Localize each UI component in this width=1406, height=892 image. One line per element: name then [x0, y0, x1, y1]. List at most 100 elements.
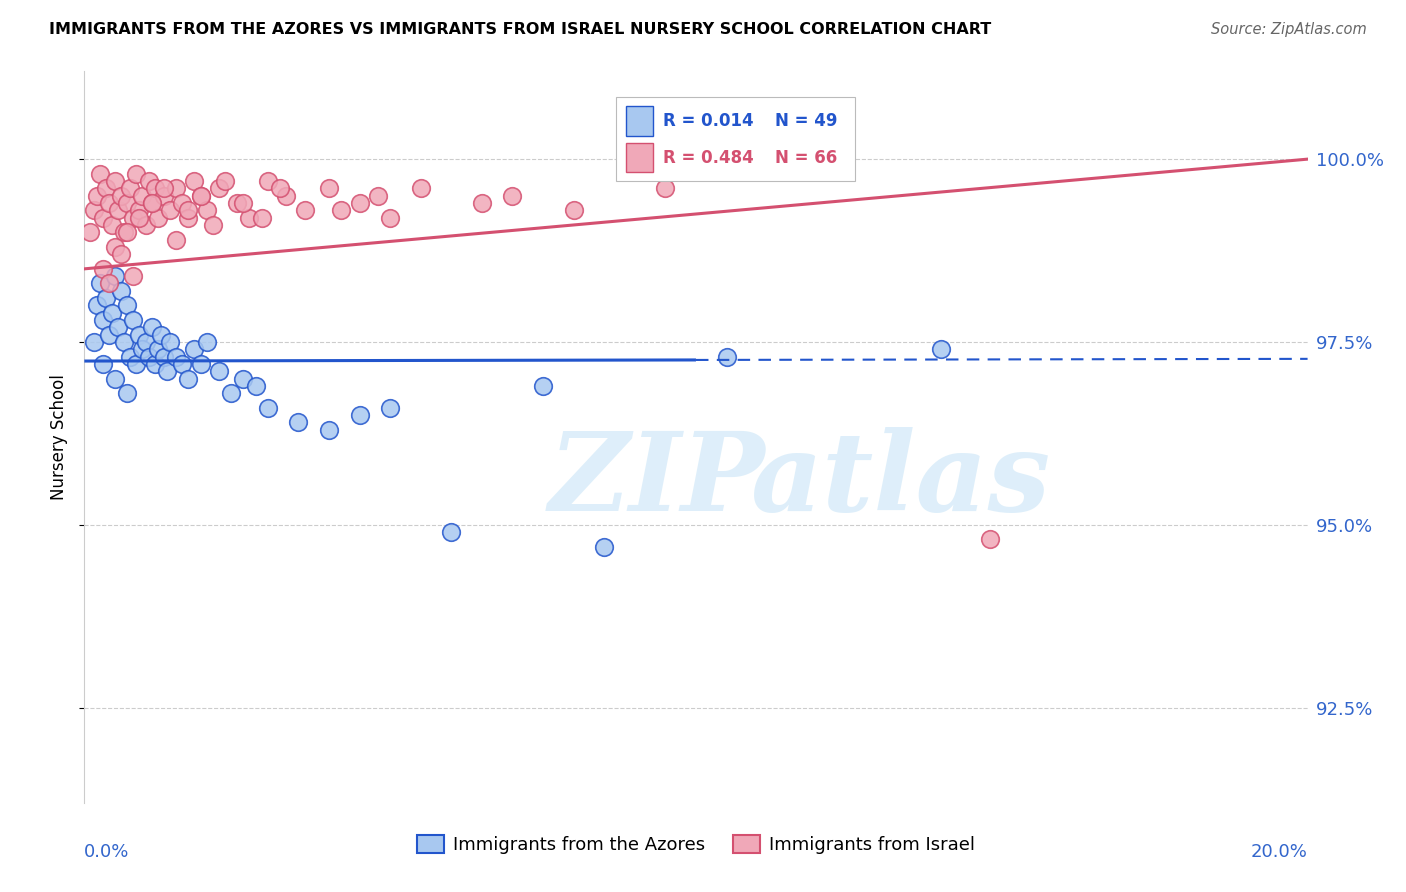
Point	[287, 416, 309, 430]
Point	[269, 181, 291, 195]
Point	[122, 313, 145, 327]
Text: Source: ZipAtlas.com: Source: ZipAtlas.com	[1211, 22, 1367, 37]
Text: R = 0.484: R = 0.484	[664, 149, 754, 167]
Point	[115, 298, 138, 312]
Point	[531, 379, 554, 393]
Point	[226, 196, 249, 211]
Point	[172, 196, 194, 211]
Text: N = 66: N = 66	[776, 149, 838, 167]
Point	[276, 188, 298, 202]
Point	[183, 343, 205, 357]
Text: ZIP: ZIP	[550, 427, 766, 534]
Point	[104, 269, 127, 284]
FancyBboxPatch shape	[616, 97, 855, 181]
Point	[94, 181, 117, 195]
Point	[146, 343, 169, 357]
Point	[131, 343, 153, 357]
Point	[562, 203, 585, 218]
Point	[97, 327, 120, 342]
Point	[89, 277, 111, 291]
Point	[97, 277, 120, 291]
Point	[929, 343, 952, 357]
Text: 20.0%: 20.0%	[1251, 843, 1308, 861]
Point	[153, 350, 176, 364]
Point	[104, 371, 127, 385]
Point	[138, 174, 160, 188]
Point	[104, 240, 127, 254]
Point	[128, 327, 150, 342]
Point	[471, 196, 494, 211]
Point	[141, 196, 163, 211]
Point	[195, 203, 218, 218]
Point	[257, 401, 280, 415]
Point	[86, 298, 108, 312]
Point	[141, 320, 163, 334]
Point	[250, 211, 273, 225]
Point	[183, 174, 205, 188]
Point	[318, 423, 340, 437]
Point	[115, 225, 138, 239]
Point	[294, 203, 316, 218]
Point	[149, 327, 172, 342]
Point	[135, 218, 157, 232]
Point	[110, 247, 132, 261]
Point	[440, 525, 463, 540]
Point	[91, 357, 114, 371]
Point	[91, 211, 114, 225]
Point	[776, 152, 799, 166]
Point	[172, 357, 194, 371]
Point	[153, 188, 176, 202]
Point	[156, 364, 179, 378]
Point	[349, 196, 371, 211]
Point	[177, 371, 200, 385]
Text: IMMIGRANTS FROM THE AZORES VS IMMIGRANTS FROM ISRAEL NURSERY SCHOOL CORRELATION : IMMIGRANTS FROM THE AZORES VS IMMIGRANTS…	[49, 22, 991, 37]
Point	[208, 364, 231, 378]
Point	[654, 181, 676, 195]
Point	[219, 386, 242, 401]
Point	[120, 350, 142, 364]
Point	[349, 408, 371, 422]
Point	[143, 357, 166, 371]
Point	[177, 211, 200, 225]
Point	[128, 203, 150, 218]
Point	[716, 350, 738, 364]
Point	[208, 181, 231, 195]
Point	[94, 291, 117, 305]
Point	[115, 386, 138, 401]
Point	[245, 379, 267, 393]
Point	[409, 181, 432, 195]
Point	[380, 401, 402, 415]
Point	[125, 357, 148, 371]
Point	[120, 181, 142, 195]
Text: 0.0%: 0.0%	[84, 843, 129, 861]
Point	[97, 196, 120, 211]
Point	[165, 350, 187, 364]
Point	[141, 196, 163, 211]
Point	[165, 181, 187, 195]
Point	[112, 334, 135, 349]
Point	[86, 188, 108, 202]
Point	[318, 181, 340, 195]
Point	[190, 357, 212, 371]
Point	[91, 261, 114, 276]
Point	[159, 203, 181, 218]
Point	[115, 196, 138, 211]
Point	[190, 188, 212, 202]
Bar	[626, 143, 654, 172]
Y-axis label: Nursery School: Nursery School	[51, 374, 69, 500]
Point	[979, 533, 1001, 547]
Point	[138, 350, 160, 364]
Point	[146, 211, 169, 225]
Text: R = 0.014: R = 0.014	[664, 112, 754, 130]
Text: atlas: atlas	[751, 427, 1052, 534]
Point	[128, 211, 150, 225]
Point	[107, 320, 129, 334]
Point	[232, 196, 254, 211]
Point	[143, 181, 166, 195]
Point	[380, 211, 402, 225]
Point	[190, 188, 212, 202]
Legend: Immigrants from the Azores, Immigrants from Israel: Immigrants from the Azores, Immigrants f…	[412, 830, 980, 860]
Point	[201, 218, 224, 232]
Point	[110, 188, 132, 202]
Point	[153, 181, 176, 195]
